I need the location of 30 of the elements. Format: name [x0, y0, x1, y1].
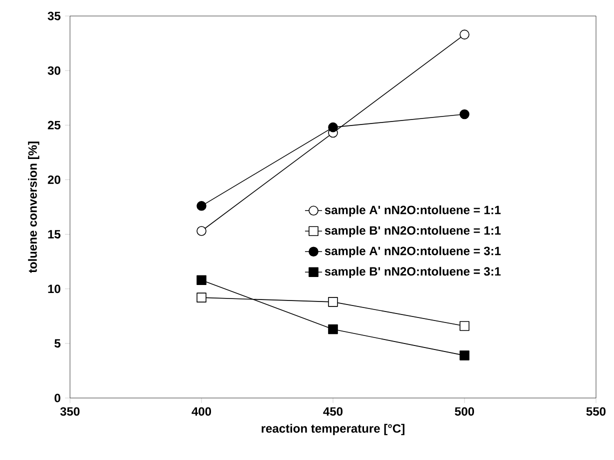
point — [196, 226, 206, 236]
point — [328, 324, 338, 334]
x-axis-title: reaction temperature [°C] — [262, 424, 404, 436]
point — [460, 321, 470, 331]
y-tick-label: 30 — [48, 66, 60, 75]
y-axis-title: toluene conversion [%] — [28, 142, 40, 273]
point — [328, 297, 338, 307]
y-tick-label: 25 — [48, 120, 60, 130]
x-tick-label: 550 — [586, 407, 606, 416]
point — [196, 275, 206, 286]
legend-label: sample B' nN2O:ntoluene = 3:1 — [324, 266, 501, 278]
x-tick-label: 450 — [323, 407, 343, 416]
point — [460, 30, 470, 40]
y-tick-label: 10 — [48, 284, 60, 294]
point — [196, 292, 206, 302]
x-tick-label: 350 — [60, 407, 80, 416]
y-tick-label: 35 — [48, 12, 60, 20]
legend-label: sample A' nN2O:ntoluene = 3:1 — [324, 246, 501, 258]
x-tick-label: 500 — [454, 407, 474, 416]
y-tick-label: 0 — [54, 394, 60, 402]
legend-label: sample B' nN2O:ntoluene = 1:1 — [324, 226, 501, 238]
point — [328, 122, 338, 132]
point — [196, 201, 206, 211]
legend-label: sample A' nN2O:ntoluene = 1:1 — [324, 205, 501, 217]
y-tick-label: 15 — [48, 230, 60, 238]
x-tick-label: 400 — [192, 407, 212, 416]
y-tick-label: 5 — [54, 339, 60, 348]
point — [460, 109, 470, 120]
y-tick-label: 20 — [48, 175, 60, 184]
point — [460, 350, 470, 360]
